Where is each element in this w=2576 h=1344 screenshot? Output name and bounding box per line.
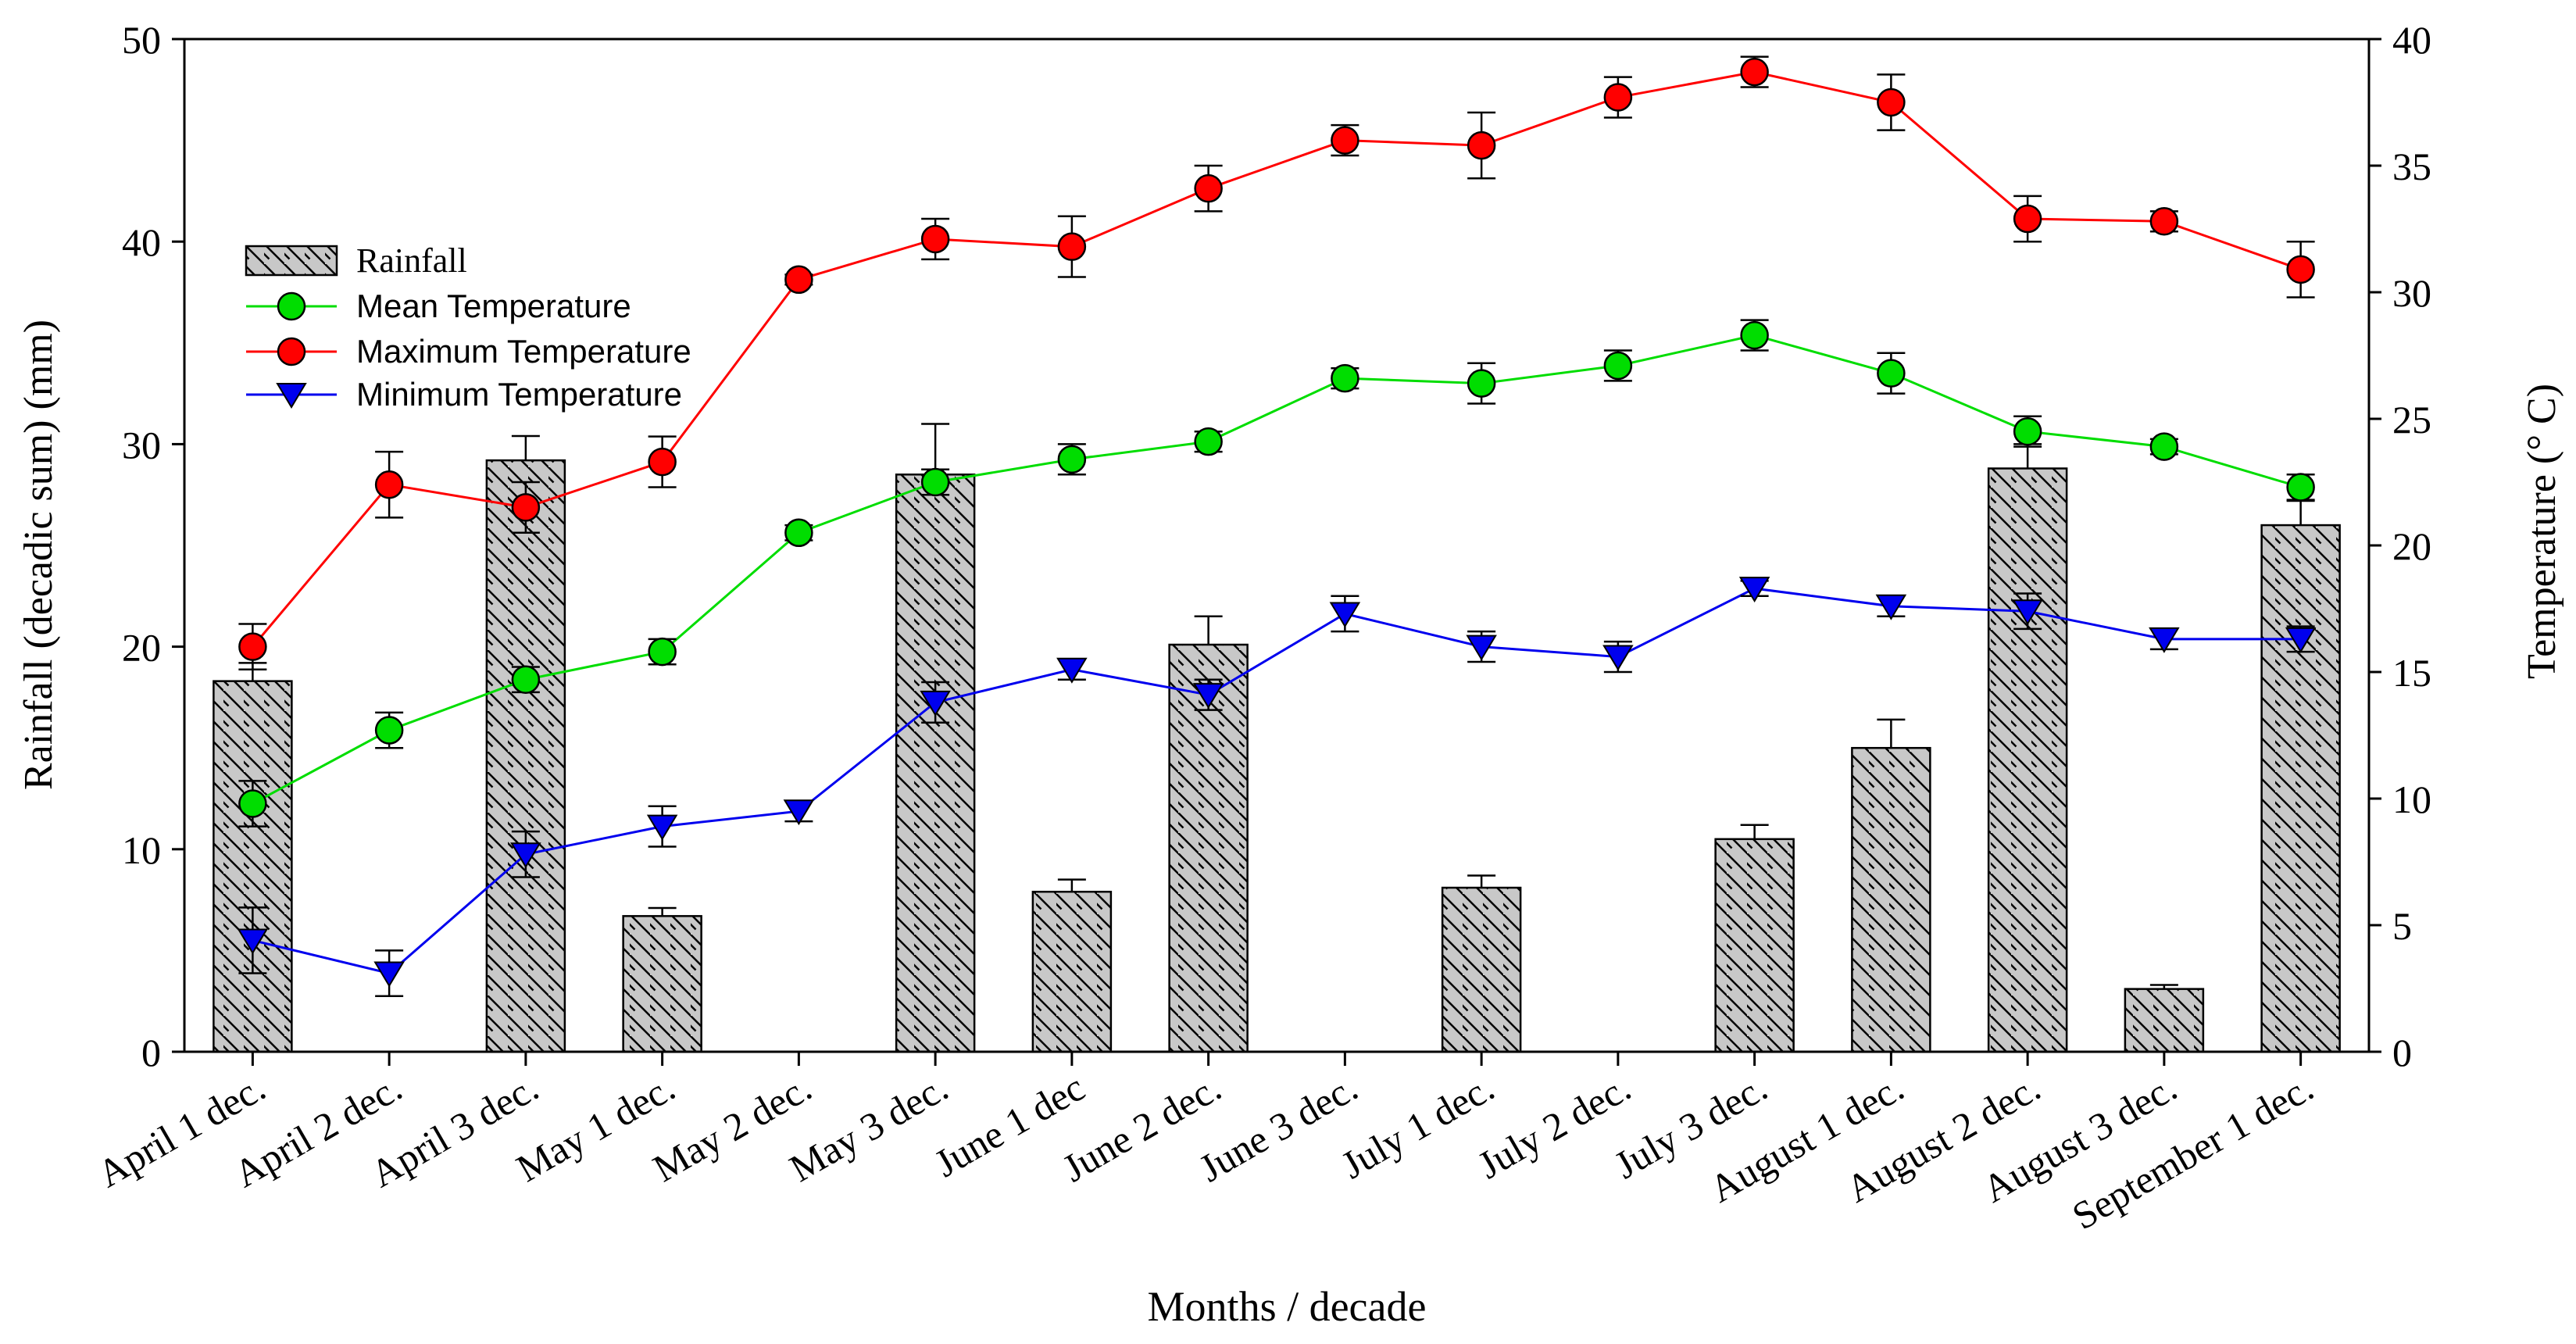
mean-temperature-point: [2149, 432, 2179, 461]
rainfall-bar: [485, 459, 566, 1053]
max-temperature-point: [374, 470, 404, 499]
legend-mean-marker: [277, 291, 306, 321]
legend-min-marker: [276, 383, 307, 409]
rainfall-bar: [1851, 746, 1931, 1053]
x-tick-label: July 1 dec.: [1334, 1065, 1501, 1187]
right-y-tick-label: 0: [2392, 1031, 2412, 1074]
max-temperature-line: [252, 70, 2302, 648]
mean-temperature-point: [374, 716, 404, 745]
max-temperature-point: [784, 265, 813, 295]
min-temperature-point: [1329, 602, 1361, 628]
min-temperature-point: [1056, 657, 1088, 684]
mean-temperature-point: [648, 637, 677, 667]
mean-temperature-point: [1467, 369, 1496, 398]
min-temperature-point: [510, 842, 541, 869]
max-temperature-point: [2149, 207, 2179, 236]
min-temperature-point: [2012, 599, 2043, 626]
rainfall-bar: [1441, 886, 1522, 1053]
max-temperature-point: [2013, 204, 2042, 234]
max-temperature-point: [1331, 126, 1359, 155]
legend-rainfall-swatch: [245, 245, 338, 277]
left-y-axis-label: Rainfall (decadic sum) (mm): [16, 320, 61, 790]
left-y-tick-label: 20: [122, 626, 161, 670]
x-tick-label: September 1 dec.: [2065, 1065, 2321, 1238]
min-temperature-point: [1602, 645, 1634, 671]
min-temperature-point: [237, 928, 269, 955]
rainfall-bar: [213, 680, 293, 1053]
mean-temperature-point: [2013, 416, 2042, 446]
mean-temperature-point: [1740, 320, 1769, 350]
right-y-tick-label: 35: [2392, 145, 2431, 188]
min-temperature-point: [783, 799, 815, 826]
max-temperature-point: [511, 493, 541, 522]
mean-temperature-point: [1603, 351, 1633, 381]
legend: Rainfall Mean Temperature Maximum Temper…: [245, 241, 691, 413]
rainfall-bar: [1714, 838, 1795, 1053]
max-temperature-point: [238, 632, 267, 661]
max-temperature-point: [1194, 173, 1223, 203]
x-axis-label: Months / decade: [1148, 1283, 1427, 1330]
right-y-tick-label: 20: [2392, 524, 2431, 568]
left-y-tick-label: 30: [122, 423, 161, 466]
temperature-lines: [237, 55, 2317, 997]
mean-temperature-point: [1194, 427, 1223, 456]
left-y-tick-label: 40: [122, 220, 161, 264]
max-temperature-point: [1740, 57, 1769, 87]
mean-temperature-point: [238, 789, 267, 818]
min-temperature-point: [1875, 594, 1907, 620]
right-y-tick-label: 25: [2392, 398, 2431, 441]
rainfall-bar: [1031, 890, 1113, 1053]
rainfall-bar: [1987, 467, 2068, 1053]
right-y-axis-label: Temperature (° C): [2520, 384, 2564, 679]
rainfall-bar: [895, 474, 976, 1053]
legend-max-marker: [277, 337, 306, 366]
mean-temperature-point: [511, 665, 541, 694]
right-y-tick-label: 15: [2392, 651, 2431, 695]
rainfall-bar: [1168, 643, 1249, 1053]
rainfall-bar: [622, 915, 702, 1053]
max-temperature-point: [648, 447, 677, 477]
right-y-tick-label: 5: [2392, 904, 2412, 948]
mean-temperature-point: [1877, 359, 1906, 388]
max-temperature-point: [1603, 83, 1633, 112]
rainfall-bar: [2260, 524, 2341, 1053]
max-temperature-point: [1467, 130, 1496, 160]
min-temperature-point: [1738, 577, 1770, 603]
min-temperature-point: [646, 814, 678, 841]
mean-temperature-point: [920, 467, 950, 497]
min-temperature-point: [1466, 634, 1497, 661]
left-y-tick-label: 10: [122, 828, 161, 872]
legend-max-label: Maximum Temperature: [356, 333, 691, 370]
mean-temperature-point: [1331, 363, 1359, 393]
left-y-tick-label: 50: [122, 18, 161, 62]
x-tick-label: June 3 dec.: [1192, 1065, 1365, 1190]
rainfall-bar: [2124, 988, 2205, 1053]
mean-temperature-point: [1057, 445, 1087, 474]
min-temperature-line: [252, 587, 2301, 975]
min-temperature-point: [373, 961, 405, 988]
legend-min-label: Minimum Temperature: [356, 376, 682, 413]
min-temperature-point: [2149, 627, 2180, 653]
legend-mean-label: Mean Temperature: [356, 288, 631, 324]
max-temperature-point: [1877, 88, 1906, 117]
max-temperature-point: [2286, 255, 2315, 284]
x-tick-label: July 2 dec.: [1470, 1065, 1638, 1187]
right-y-tick-label: 10: [2392, 777, 2431, 821]
max-temperature-point: [920, 224, 950, 254]
x-tick-label: May 3 dec.: [782, 1065, 956, 1190]
mean-temperature-point: [784, 518, 813, 548]
min-temperature-point: [920, 690, 951, 717]
min-temperature-point: [1192, 683, 1224, 710]
min-temperature-point: [2285, 627, 2317, 653]
left-y-tick-label: 0: [141, 1031, 161, 1074]
right-y-tick-label: 40: [2392, 18, 2431, 62]
mean-temperature-line: [252, 334, 2302, 805]
legend-rainfall-label: Rainfall: [356, 241, 467, 280]
mean-temperature-point: [2286, 473, 2315, 502]
right-y-tick-label: 30: [2392, 271, 2431, 315]
max-temperature-point: [1057, 232, 1087, 261]
